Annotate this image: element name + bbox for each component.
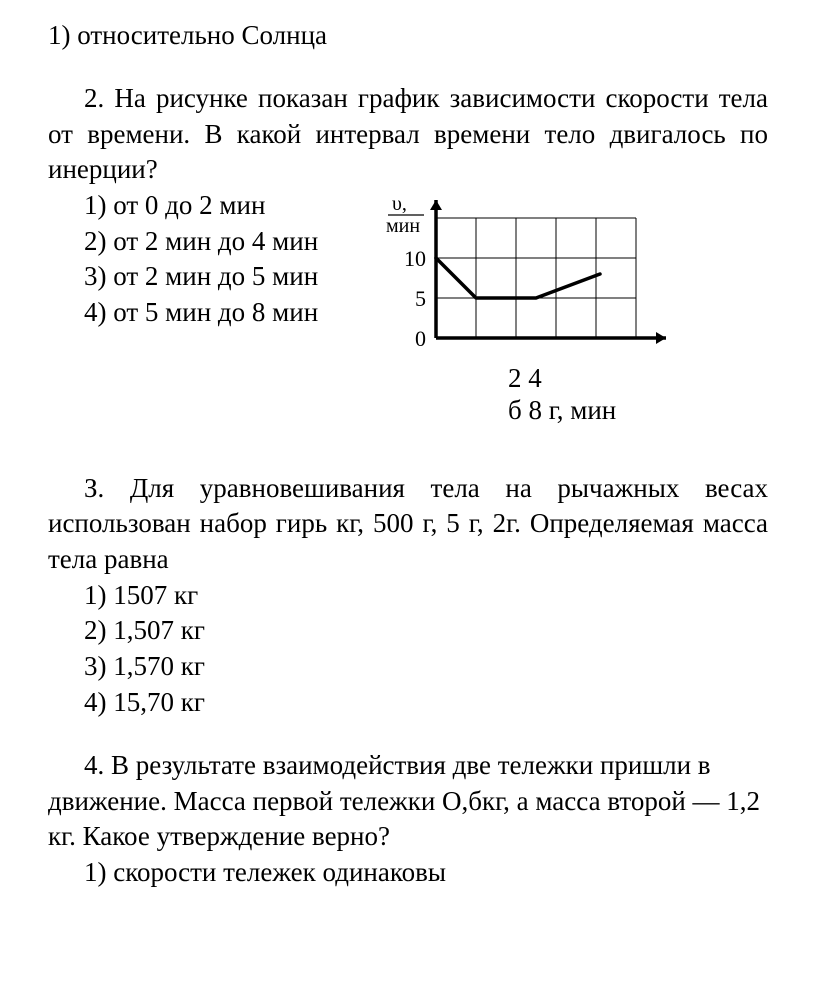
q3-text: З. Для уравновешивания тела на рычажных …: [48, 471, 768, 578]
q3-opt-2: 2) 1,507 кг: [48, 613, 768, 649]
q3-opt-1: 1) 1507 кг: [48, 578, 768, 614]
velocity-time-chart: 0 5 10 υ,мин: [380, 188, 676, 358]
svg-text:мин: мин: [386, 215, 420, 237]
q4-opt-1: 1) скорости тележек одинаковы: [48, 855, 768, 891]
q2-text: 2. На рисунке показан график зависимости…: [48, 81, 768, 188]
q4-block: 4. В результате взаимодействия две тележ…: [48, 748, 768, 891]
svg-text:10: 10: [404, 246, 426, 271]
chart-x-row1: 2 4: [508, 362, 676, 394]
svg-text:0: 0: [415, 326, 426, 351]
q2-opt-4: 4) от 5 мин до 8 мин: [48, 295, 368, 331]
page: 1) относительно Солнца 2. На рисунке пок…: [0, 0, 816, 943]
q1-option-1: 1) относительно Солнца: [48, 18, 768, 53]
chart-x-row2: б 8 г, мин: [508, 394, 676, 426]
q2-chart: 0 5 10 υ,мин 2 4 б 8 г, мин: [368, 188, 768, 427]
q3-block: З. Для уравновешивания тела на рычажных …: [48, 471, 768, 720]
svg-text:υ,: υ,: [392, 193, 407, 215]
chart-x-labels: 2 4 б 8 г, мин: [380, 362, 676, 427]
q4-text: 4. В результате взаимодействия две тележ…: [48, 748, 768, 855]
q2-opt-3: 3) от 2 мин до 5 мин: [48, 259, 368, 295]
q3-opt-3: 3) 1,570 кг: [48, 649, 768, 685]
q2-opt-2: 2) от 2 мин до 4 мин: [48, 224, 368, 260]
q2-block: 2. На рисунке показан график зависимости…: [48, 81, 768, 427]
svg-text:5: 5: [415, 286, 426, 311]
q3-opt-4: 4) 15,70 кг: [48, 685, 768, 721]
q2-options: 1) от 0 до 2 мин 2) от 2 мин до 4 мин 3)…: [48, 188, 368, 331]
q2-opt-1: 1) от 0 до 2 мин: [48, 188, 368, 224]
